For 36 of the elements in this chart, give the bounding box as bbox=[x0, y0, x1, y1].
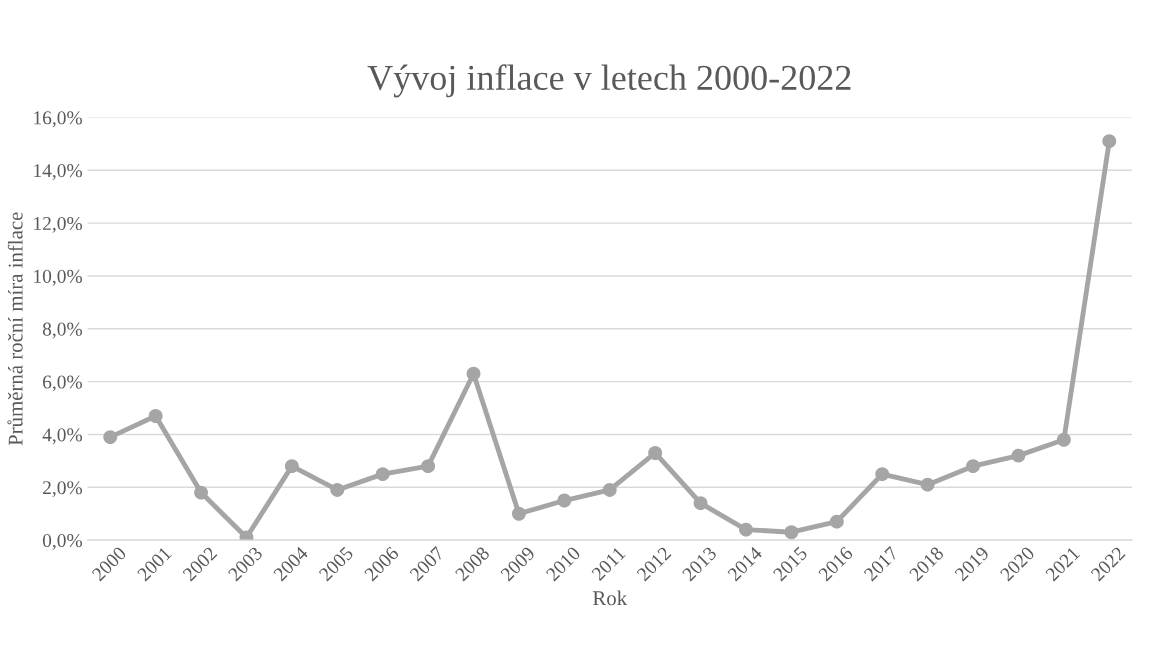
point bbox=[875, 467, 890, 482]
point bbox=[103, 430, 118, 445]
point bbox=[148, 409, 163, 423]
point bbox=[829, 514, 844, 529]
point bbox=[966, 459, 980, 474]
point bbox=[330, 483, 345, 497]
point bbox=[557, 493, 572, 508]
point bbox=[194, 485, 208, 500]
point bbox=[1056, 432, 1071, 447]
y-tick-label: 4,0% bbox=[42, 428, 82, 445]
y-tick-label: 0,0% bbox=[42, 533, 82, 550]
point bbox=[739, 522, 753, 537]
point bbox=[511, 506, 526, 521]
x-tick-label: 2021 bbox=[1044, 546, 1081, 582]
point bbox=[375, 467, 390, 482]
point bbox=[466, 366, 481, 381]
y-tick-label: 2,0% bbox=[43, 481, 82, 498]
point bbox=[1011, 448, 1026, 463]
x-axis-title: Rok bbox=[592, 590, 628, 606]
y-tick-label: 16,0% bbox=[34, 111, 82, 128]
y-axis-title: Průměrná roční míra inflace bbox=[7, 212, 23, 446]
point bbox=[784, 525, 799, 540]
y-tick-label: 8,0% bbox=[42, 322, 82, 339]
point bbox=[648, 446, 663, 460]
point bbox=[284, 459, 299, 474]
y-tick-label: 14,0% bbox=[34, 164, 82, 180]
y-tick-label: 6,0% bbox=[43, 375, 82, 392]
point bbox=[1102, 134, 1117, 149]
point bbox=[693, 496, 708, 511]
point bbox=[920, 477, 935, 492]
y-tick-label: 10,0% bbox=[34, 269, 82, 286]
point bbox=[421, 459, 436, 474]
y-tick-label: 12,0% bbox=[34, 216, 82, 233]
x-tick-label: 2011 bbox=[591, 546, 626, 582]
point bbox=[602, 483, 617, 497]
chart-title: Vývoj inflace v letech 2000-2022 bbox=[367, 64, 851, 98]
